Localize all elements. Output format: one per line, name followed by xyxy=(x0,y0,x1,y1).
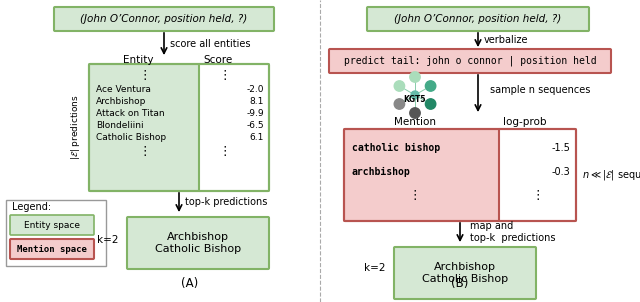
Text: Archbishop
Catholic Bishop: Archbishop Catholic Bishop xyxy=(422,262,508,284)
Text: -6.5: -6.5 xyxy=(246,121,264,130)
Text: -9.9: -9.9 xyxy=(246,110,264,118)
Text: map and
top-k  predictions: map and top-k predictions xyxy=(470,221,556,243)
Text: -2.0: -2.0 xyxy=(246,85,264,95)
FancyBboxPatch shape xyxy=(329,49,611,73)
Circle shape xyxy=(426,81,436,91)
Text: (A): (A) xyxy=(181,278,198,291)
Circle shape xyxy=(394,81,404,91)
Text: KGT5: KGT5 xyxy=(404,95,426,104)
Text: ⋮: ⋮ xyxy=(139,69,151,82)
Text: top-k predictions: top-k predictions xyxy=(185,197,268,207)
Text: catholic bishop: catholic bishop xyxy=(352,143,440,153)
FancyBboxPatch shape xyxy=(344,129,501,221)
Text: k=2: k=2 xyxy=(364,263,386,273)
Text: verbalize: verbalize xyxy=(484,35,529,45)
Text: Entity space: Entity space xyxy=(24,220,80,230)
Text: (John O’Connor, position held, ?): (John O’Connor, position held, ?) xyxy=(394,14,562,24)
Bar xyxy=(6,200,106,266)
Text: archbishop: archbishop xyxy=(352,167,411,177)
Text: log-prob: log-prob xyxy=(503,117,547,127)
Circle shape xyxy=(411,91,419,99)
FancyBboxPatch shape xyxy=(54,7,274,31)
Text: Archbishop
Catholic Bishop: Archbishop Catholic Bishop xyxy=(155,232,241,254)
Text: 8.1: 8.1 xyxy=(250,98,264,107)
FancyBboxPatch shape xyxy=(10,215,94,235)
Text: sample n sequences: sample n sequences xyxy=(490,85,590,95)
Text: Attack on Titan: Attack on Titan xyxy=(96,110,164,118)
Text: 6.1: 6.1 xyxy=(250,133,264,143)
FancyBboxPatch shape xyxy=(127,217,269,269)
Text: Ace Ventura: Ace Ventura xyxy=(96,85,151,95)
Circle shape xyxy=(410,72,420,82)
Text: Archbishop: Archbishop xyxy=(96,98,147,107)
Text: ⋮: ⋮ xyxy=(532,189,544,203)
Text: (B): (B) xyxy=(451,278,468,291)
FancyBboxPatch shape xyxy=(394,247,536,299)
Text: score all entities: score all entities xyxy=(170,39,250,49)
Text: ⋮: ⋮ xyxy=(219,69,231,82)
FancyBboxPatch shape xyxy=(199,64,269,191)
Text: ⋮: ⋮ xyxy=(219,146,231,159)
Text: Mention: Mention xyxy=(394,117,436,127)
FancyBboxPatch shape xyxy=(89,64,201,191)
Text: Entity: Entity xyxy=(123,55,153,65)
Circle shape xyxy=(410,108,420,118)
Text: -0.3: -0.3 xyxy=(551,167,570,177)
Text: Blondeliini: Blondeliini xyxy=(96,121,143,130)
Circle shape xyxy=(426,99,436,109)
Text: Mention space: Mention space xyxy=(17,245,87,253)
Text: $n \ll |\mathcal{E}|$ sequences: $n \ll |\mathcal{E}|$ sequences xyxy=(582,168,640,182)
Text: $|\mathcal{E}|$ predictions: $|\mathcal{E}|$ predictions xyxy=(68,94,81,160)
Text: k=2: k=2 xyxy=(97,235,119,245)
Text: Score: Score xyxy=(204,55,232,65)
Text: Catholic Bishop: Catholic Bishop xyxy=(96,133,166,143)
FancyBboxPatch shape xyxy=(499,129,576,221)
FancyBboxPatch shape xyxy=(367,7,589,31)
Text: ⋮: ⋮ xyxy=(409,189,421,203)
FancyBboxPatch shape xyxy=(10,239,94,259)
Text: predict tail: john o connor | position held: predict tail: john o connor | position h… xyxy=(344,56,596,66)
Circle shape xyxy=(394,99,404,109)
Text: -1.5: -1.5 xyxy=(551,143,570,153)
Text: (John O’Connor, position held, ?): (John O’Connor, position held, ?) xyxy=(81,14,248,24)
Text: ⋮: ⋮ xyxy=(139,146,151,159)
Text: Legend:: Legend: xyxy=(12,202,51,212)
